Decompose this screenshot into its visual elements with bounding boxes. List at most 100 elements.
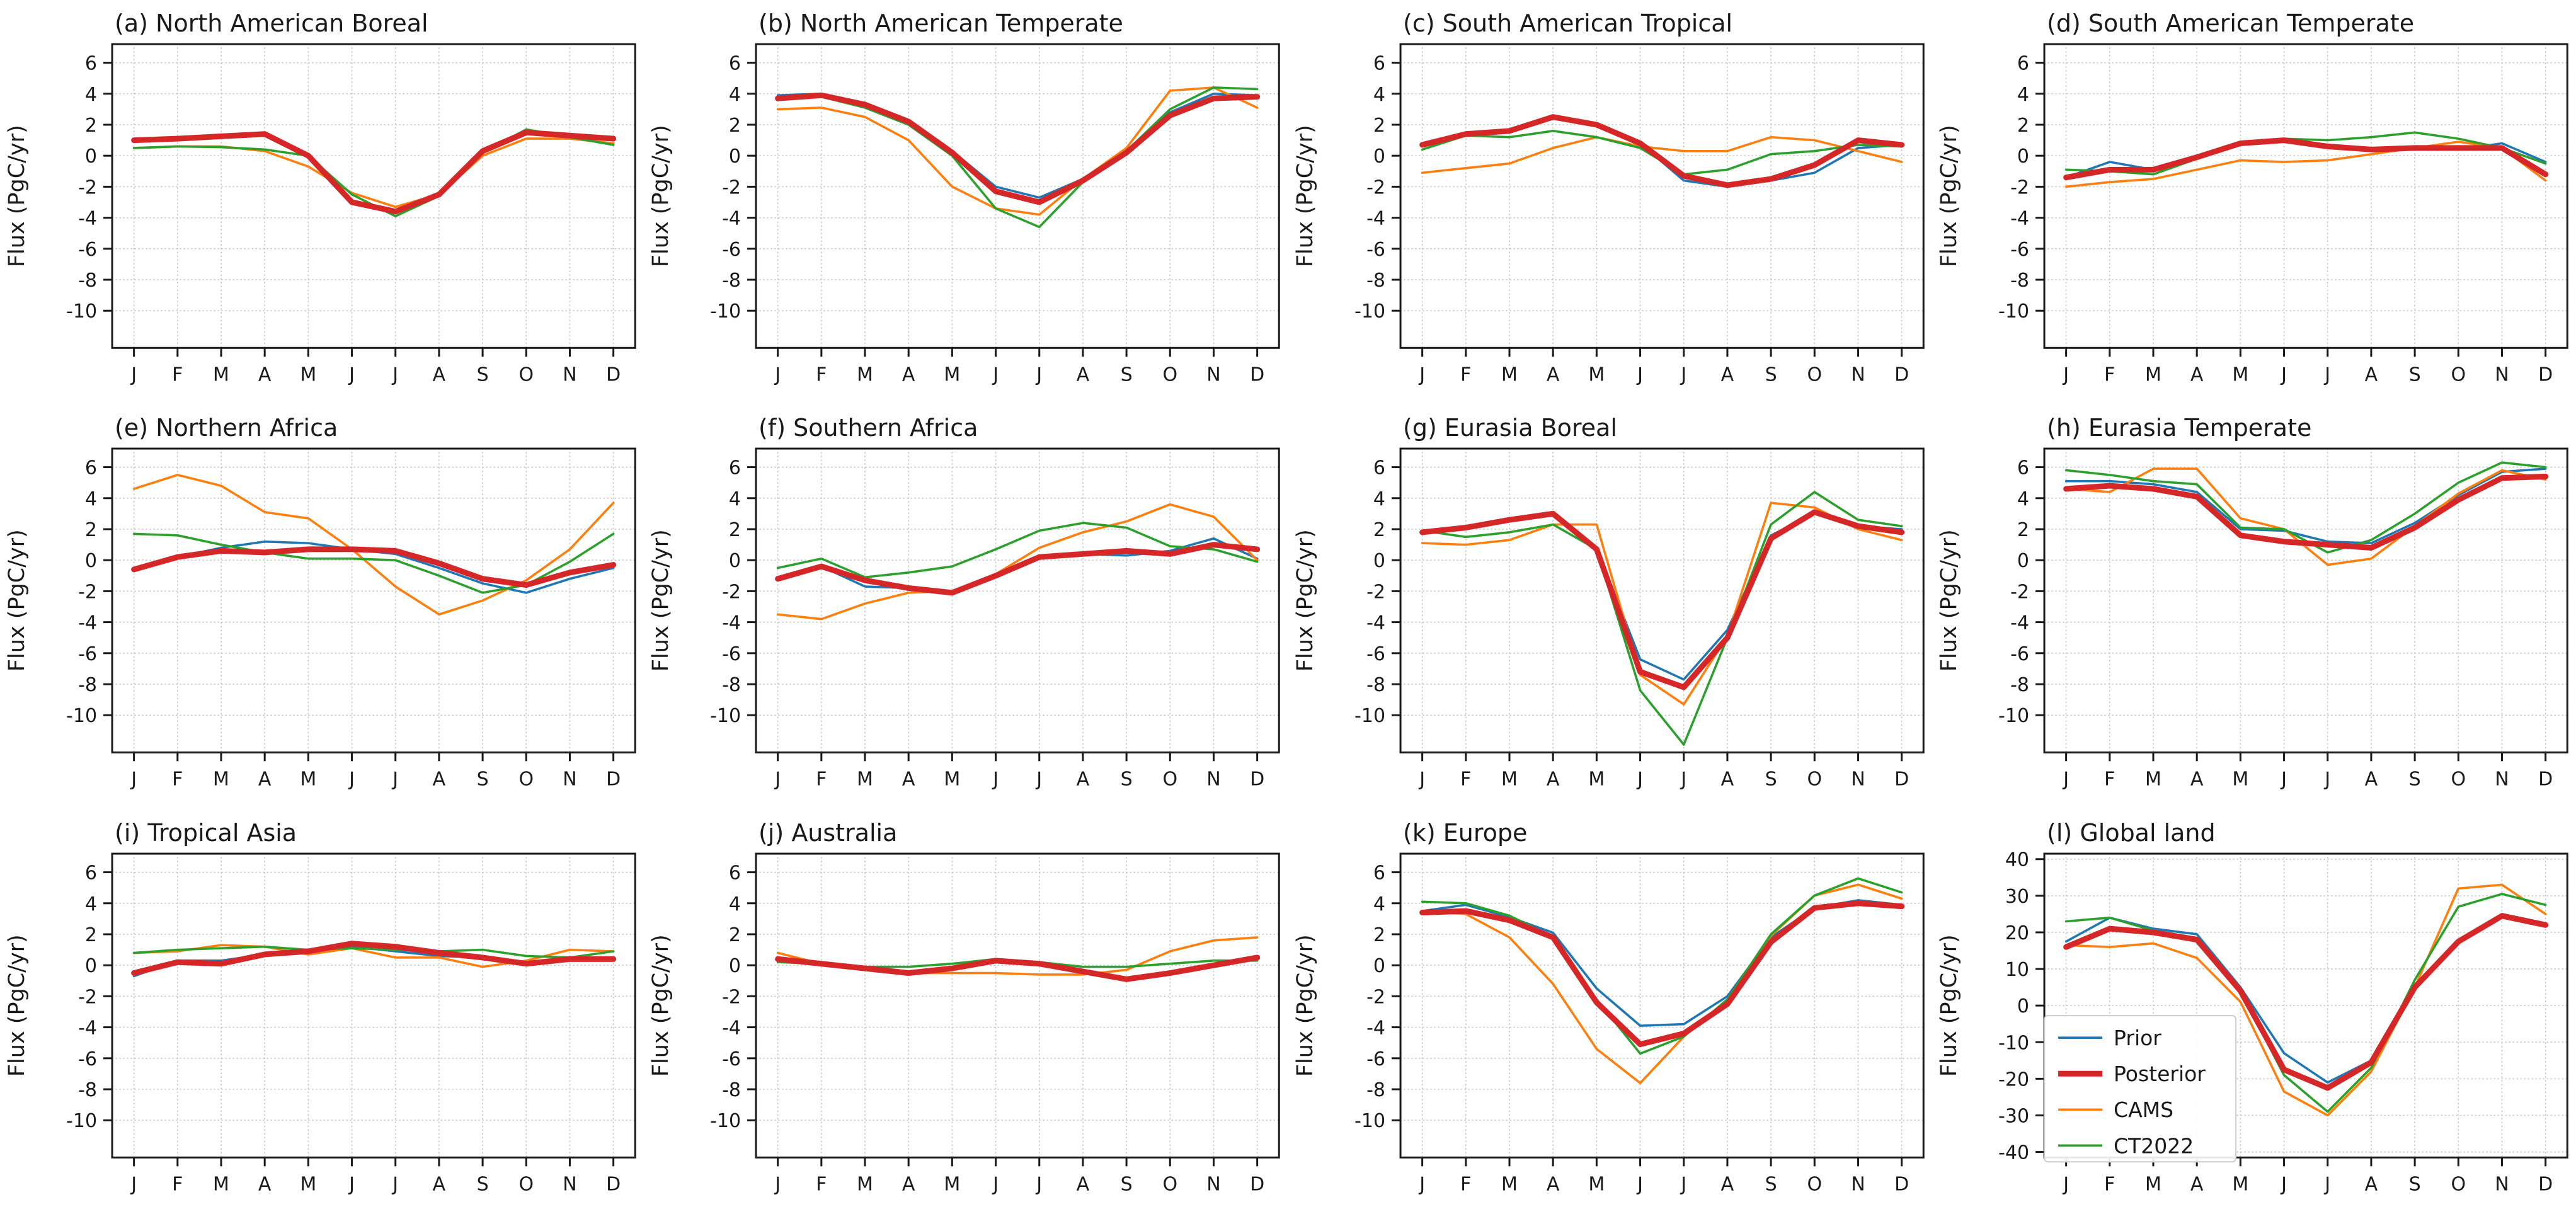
- month-tick-label: A: [902, 364, 915, 386]
- gridlines: [1399, 43, 1924, 349]
- y-tick-label: 2: [729, 115, 741, 137]
- y-axis-label: Flux (PgC/yr): [648, 125, 673, 267]
- month-tick-label: D: [2538, 1173, 2553, 1195]
- gridlines: [112, 852, 636, 1158]
- chart-title: (e) Northern Africa: [115, 414, 338, 442]
- y-tick-label: 0: [85, 551, 97, 573]
- tick-marks: [1391, 62, 1903, 357]
- y-tick-label: 2: [85, 115, 97, 137]
- month-tick-label: J: [1036, 1173, 1043, 1195]
- month-tick-label: S: [1765, 769, 1777, 791]
- month-tick-label: M: [1501, 769, 1518, 791]
- y-tick-label: -4: [722, 1017, 741, 1039]
- month-tick-label: M: [1588, 364, 1605, 386]
- tick-marks: [747, 871, 1259, 1166]
- axes-box: [755, 447, 1280, 754]
- legend: Prior Posterior CAMS CT2022: [2043, 1014, 2236, 1162]
- gridlines: [112, 43, 636, 349]
- chart-title: (j) Australia: [758, 819, 897, 847]
- y-tick-label: -8: [2010, 674, 2029, 696]
- line-cams: [2064, 883, 2547, 1116]
- month-tick-label: J: [391, 1173, 398, 1195]
- month-tick-label: F: [816, 1173, 827, 1195]
- y-tick-label: -10: [66, 706, 97, 728]
- month-tick-label: M: [944, 364, 961, 386]
- y-tick-label: -30: [1998, 1105, 2029, 1127]
- chart-title: (a) North American Boreal: [115, 9, 428, 37]
- series-lines: [131, 474, 617, 616]
- month-tick-label: F: [172, 769, 183, 791]
- y-tick-label: 4: [85, 893, 97, 915]
- month-tick-label: O: [518, 364, 534, 386]
- month-tick-label: M: [1588, 769, 1605, 791]
- month-tick-label: A: [2190, 1173, 2204, 1195]
- y-tick-label: -6: [1366, 643, 1385, 665]
- y-tick-label: -2: [1366, 986, 1385, 1008]
- month-tick-label: N: [2495, 769, 2509, 791]
- y-tick-label: -10: [1998, 706, 2029, 728]
- y-tick-label: -4: [722, 612, 741, 634]
- y-tick-label: -8: [78, 674, 97, 696]
- month-tick-label: N: [1851, 769, 1865, 791]
- gridlines: [755, 852, 1280, 1158]
- y-tick-label: -2: [722, 581, 741, 604]
- line-cams: [777, 86, 1259, 216]
- month-tick-label: D: [606, 1173, 621, 1195]
- tick-marks: [2035, 62, 2546, 357]
- axes-box: [1399, 43, 1925, 349]
- month-tick-label: F: [1460, 1173, 1471, 1195]
- month-tick-label: F: [172, 364, 183, 386]
- chart-title: (c) South American Tropical: [1403, 9, 1732, 37]
- line-cams: [1421, 135, 1903, 175]
- series-lines: [2063, 461, 2548, 566]
- month-tick-label: M: [944, 1173, 961, 1195]
- y-tick-label: 2: [2017, 115, 2029, 137]
- month-tick-label: J: [2280, 769, 2287, 791]
- month-tick-label: O: [518, 1173, 534, 1195]
- month-tick-label: S: [1121, 364, 1133, 386]
- subplot-b-north-american-temperate: 6 4 2 0 -2 -4 -6 -8 -10 J F M A M J J A S O N D (b) North Ame…: [644, 0, 1288, 405]
- month-tick-label: S: [2408, 769, 2420, 791]
- y-tick-label: 0: [729, 551, 741, 573]
- month-tick-label: M: [300, 769, 316, 791]
- month-tick-label: F: [2104, 769, 2115, 791]
- series-lines: [775, 86, 1261, 229]
- y-tick-label: 4: [1373, 893, 1385, 915]
- line-posterior: [775, 542, 1261, 596]
- month-tick-label: J: [1680, 769, 1686, 791]
- month-tick-label: O: [2451, 769, 2466, 791]
- month-tick-label: A: [1720, 364, 1734, 386]
- chart-title: (i) Tropical Asia: [115, 819, 297, 847]
- month-tick-label: J: [992, 769, 999, 791]
- y-tick-label: 2: [1373, 519, 1385, 541]
- month-tick-label: M: [2145, 364, 2161, 386]
- month-tick-label: J: [2062, 1173, 2069, 1195]
- month-tick-label: A: [2364, 1173, 2378, 1195]
- month-tick-label: F: [2104, 364, 2115, 386]
- month-tick-label: O: [518, 769, 534, 791]
- y-tick-label: -8: [78, 1079, 97, 1101]
- y-tick-label: 0: [729, 955, 741, 977]
- y-axis-label: Flux (PgC/yr): [1293, 530, 1318, 672]
- subplot-g-eurasia-boreal: 6 4 2 0 -2 -4 -6 -8 -10 J F M A M J J A S O N D (g) Eurasia B…: [1288, 404, 1932, 810]
- y-tick-label: -8: [1366, 1079, 1385, 1101]
- y-tick-label: 4: [85, 488, 97, 510]
- y-tick-label: -8: [2010, 270, 2029, 292]
- y-axis-label: Flux (PgC/yr): [1293, 125, 1318, 267]
- month-tick-label: A: [2364, 364, 2378, 386]
- tick-marks: [103, 871, 615, 1166]
- tick-marks: [1391, 871, 1903, 1166]
- y-tick-label: 2: [85, 519, 97, 541]
- line-cams: [132, 944, 615, 968]
- y-axis-label: Flux (PgC/yr): [4, 125, 30, 267]
- month-tick-label: O: [1163, 364, 1178, 386]
- y-tick-labels: 40 30 20 10 0 -10 -20 -30 -40: [1998, 849, 2029, 1164]
- plot-background: [644, 0, 1288, 405]
- month-tick-label: S: [1121, 769, 1133, 791]
- month-tick-label: J: [1418, 1173, 1425, 1195]
- y-tick-label: 6: [729, 53, 741, 75]
- y-tick-label: -10: [1354, 301, 1385, 323]
- y-tick-label: 6: [2017, 457, 2029, 479]
- y-tick-label: -2: [722, 986, 741, 1008]
